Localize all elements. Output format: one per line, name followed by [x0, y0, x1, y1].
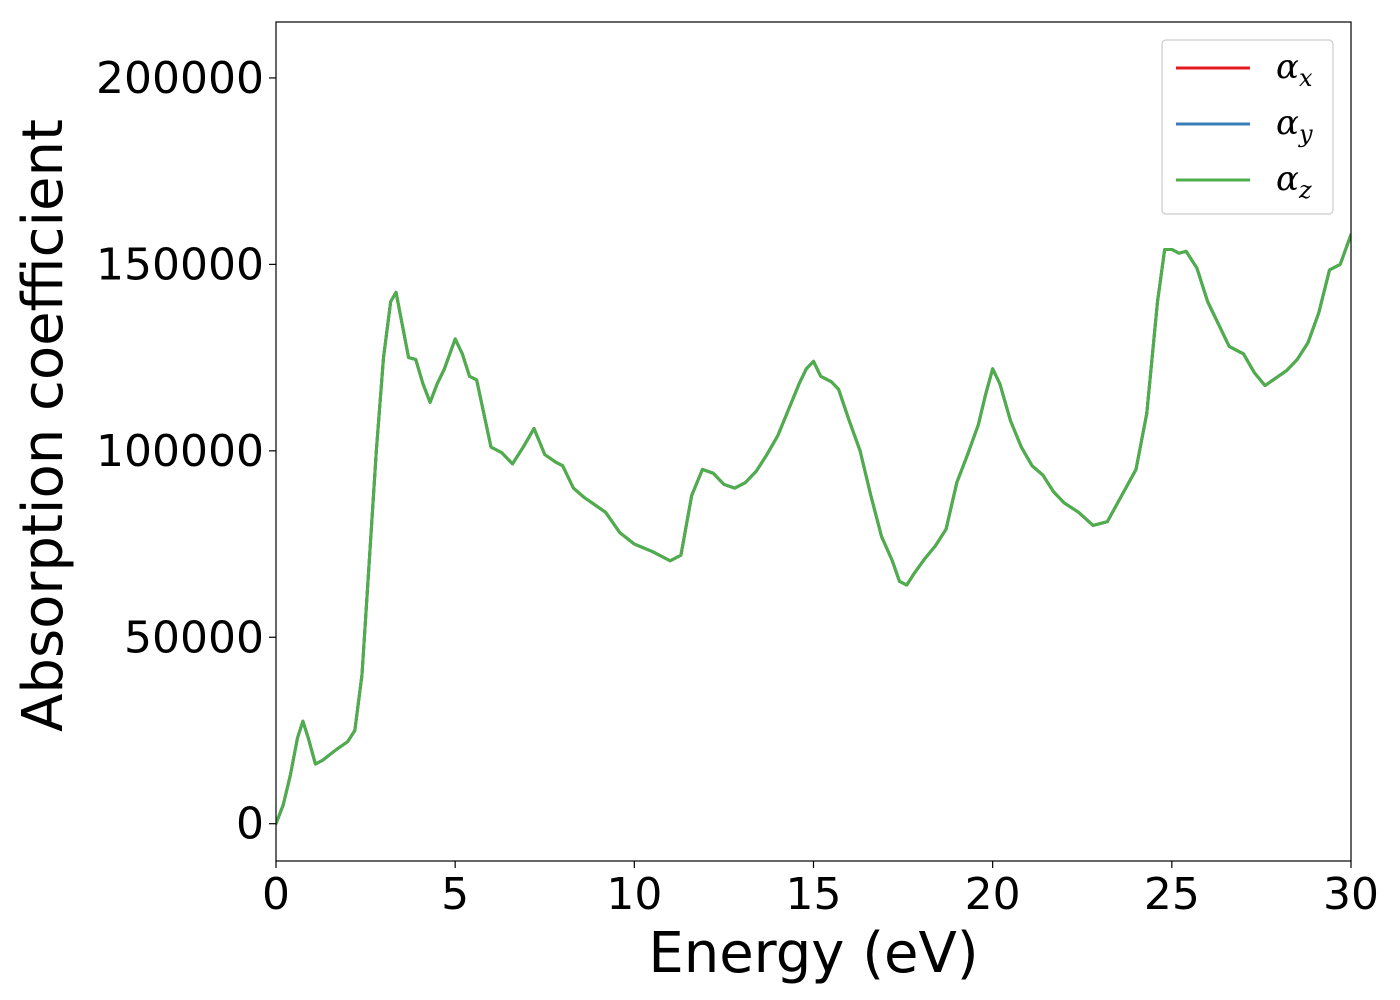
- legend-label-3: αz: [1276, 159, 1312, 204]
- y-tick-label: 150000: [96, 239, 264, 290]
- legend: αx αy αz: [1161, 39, 1334, 215]
- legend-label-1: αx: [1276, 47, 1313, 92]
- x-tick-label: 10: [606, 869, 662, 920]
- x-tick-label: 0: [262, 869, 290, 920]
- x-tick-label: 20: [965, 869, 1021, 920]
- plot-area: [276, 233, 1351, 826]
- legend-label-2: αy: [1276, 103, 1313, 148]
- y-tick-label: 100000: [96, 426, 264, 477]
- legend-box: [1161, 39, 1334, 215]
- y-tick-label: 200000: [96, 53, 264, 104]
- x-axis-label: Energy (eV): [648, 921, 978, 986]
- x-axis-ticks: 0 5 10 15 20 25 30: [262, 861, 1379, 920]
- x-tick-label: 15: [786, 869, 842, 920]
- x-tick-label: 30: [1323, 869, 1379, 920]
- x-tick-label: 25: [1144, 869, 1200, 920]
- x-tick-label: 5: [441, 869, 469, 920]
- y-axis-ticks: 0 50000 100000 150000 200000: [96, 53, 276, 850]
- y-tick-label: 0: [236, 799, 264, 850]
- y-axis-label: Absorption coefficient: [11, 119, 76, 732]
- y-tick-label: 50000: [124, 612, 264, 663]
- series-line-3: [276, 233, 1351, 826]
